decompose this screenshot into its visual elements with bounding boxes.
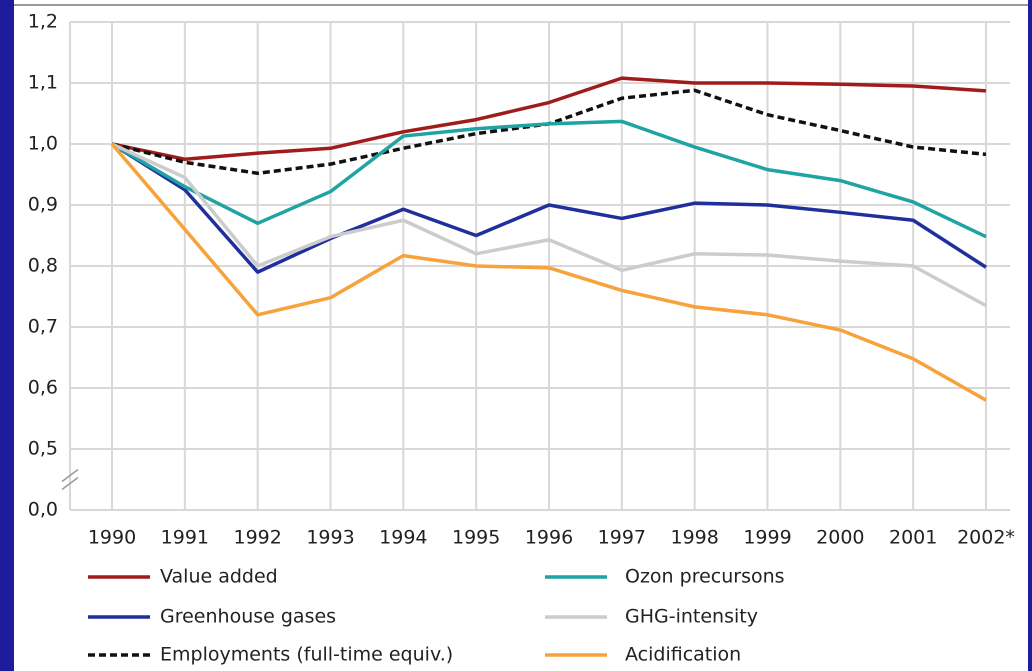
y-tick-label: 0,6	[28, 377, 58, 399]
y-tick-label: 0,8	[28, 255, 58, 277]
legend-label: Greenhouse gases	[160, 606, 336, 628]
y-tick-label: 0,5	[28, 438, 58, 460]
axis-break	[61, 468, 79, 483]
y-tick-label: 0,0	[28, 499, 58, 521]
legend-label: Ozon precursons	[625, 566, 785, 588]
legend-label: Employments (full-time equiv.)	[160, 644, 453, 666]
x-tick-label: 2001	[889, 527, 937, 549]
x-tick-label: 1998	[670, 527, 718, 549]
legend-label: GHG-intensity	[625, 606, 758, 628]
legend-label: Acidification	[625, 644, 741, 666]
y-tick-label: 1,2	[28, 11, 58, 33]
x-tick-label: 2002*	[957, 527, 1015, 549]
y-tick-label: 0,7	[28, 316, 58, 338]
x-tick-label: 1995	[452, 527, 500, 549]
x-tick-label: 1993	[306, 527, 354, 549]
x-tick-label: 2000	[816, 527, 864, 549]
x-tick-label: 1990	[88, 527, 136, 549]
y-tick-label: 1,0	[28, 133, 58, 155]
x-tick-label: 1996	[525, 527, 573, 549]
panel	[14, 0, 1028, 671]
y-tick-label: 1,1	[28, 72, 58, 94]
data-line	[111, 76, 987, 161]
data-line	[111, 142, 987, 274]
x-tick-label: 1992	[233, 527, 281, 549]
axis-break	[61, 476, 79, 491]
data-line	[111, 142, 987, 308]
data-line	[110, 142, 987, 402]
x-tick-label: 1991	[161, 527, 209, 549]
data-line	[111, 119, 987, 239]
legend-label: Value added	[160, 566, 278, 588]
x-tick-label: 1994	[379, 527, 427, 549]
y-tick-label: 0,9	[28, 194, 58, 216]
x-tick-label: 1997	[598, 527, 646, 549]
x-tick-label: 1999	[743, 527, 791, 549]
